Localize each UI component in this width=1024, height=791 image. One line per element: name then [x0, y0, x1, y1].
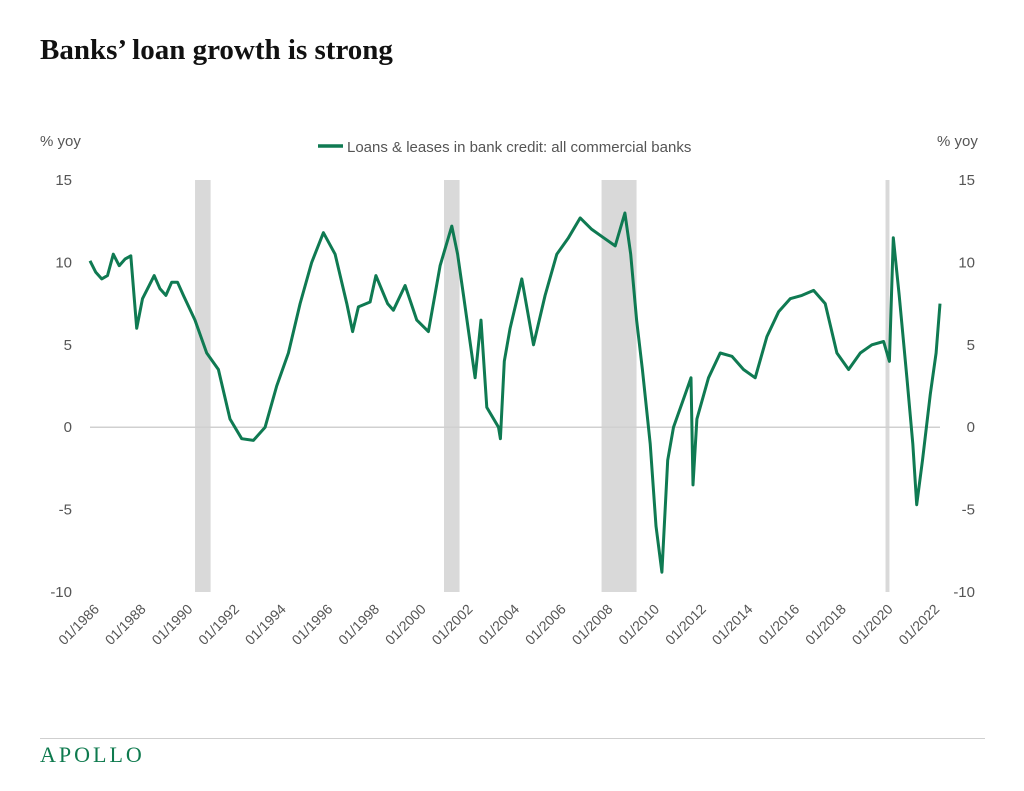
y-axis-label-right: % yoy [937, 133, 978, 150]
x-tick-label: 01/2012 [662, 601, 709, 648]
brand-logo: APOLLO [40, 742, 145, 767]
recession-bands [195, 180, 890, 592]
y-tick-right: 10 [958, 254, 975, 271]
y-tick-left: -5 [59, 502, 72, 519]
x-tick-label: 01/2014 [709, 601, 756, 648]
x-tick-label: 01/2004 [475, 601, 522, 648]
y-tick-left: 5 [64, 337, 72, 354]
y-tick-left: 0 [64, 419, 72, 436]
y-tick-left: 10 [55, 254, 72, 271]
x-tick-label: 01/1992 [195, 601, 242, 648]
legend-entry: Loans & leases in bank credit: all comme… [347, 139, 691, 156]
series-line-loans-leases [88, 211, 942, 574]
legend: Loans & leases in bank credit: all comme… [318, 139, 691, 156]
recession-band-0 [195, 180, 211, 592]
y-tick-right: -10 [953, 584, 975, 601]
x-tick-label: 01/2016 [755, 601, 802, 648]
x-tick-label: 01/1994 [242, 601, 289, 648]
y-axis-left: 15 10 5 0 -5 -10 [50, 172, 72, 601]
y-axis-label-left: % yoy [40, 133, 81, 150]
y-axis-right: 15 10 5 0 -5 -10 [953, 172, 975, 601]
x-tick-label: 01/1986 [55, 601, 102, 648]
y-tick-right: 15 [958, 172, 975, 189]
recession-band-1 [444, 180, 460, 592]
recession-band-3 [885, 180, 890, 592]
chart-title: Banks’ loan growth is strong [40, 34, 393, 66]
x-tick-label: 01/1998 [335, 601, 382, 648]
y-tick-right: -5 [962, 502, 975, 519]
x-tick-label: 01/2010 [615, 601, 662, 648]
y-tick-right: 0 [967, 419, 975, 436]
x-tick-label: 01/2008 [569, 601, 616, 648]
x-axis: 01/1986 01/1988 01/1990 01/1992 01/1994 01/19… [55, 601, 943, 648]
y-tick-right: 5 [967, 337, 975, 354]
footer-divider [40, 738, 985, 739]
x-tick-label: 01/2000 [382, 601, 429, 648]
x-tick-label: 01/2006 [522, 601, 569, 648]
y-tick-left: -10 [50, 584, 72, 601]
x-tick-label: 01/2022 [895, 601, 942, 648]
x-tick-label: 01/2020 [849, 601, 896, 648]
x-tick-label: 01/1988 [102, 601, 149, 648]
x-tick-label: 01/2018 [802, 601, 849, 648]
x-tick-label: 01/2002 [428, 601, 475, 648]
x-tick-label: 01/1990 [148, 601, 195, 648]
x-tick-label: 01/1996 [288, 601, 335, 648]
y-tick-left: 15 [55, 172, 72, 189]
